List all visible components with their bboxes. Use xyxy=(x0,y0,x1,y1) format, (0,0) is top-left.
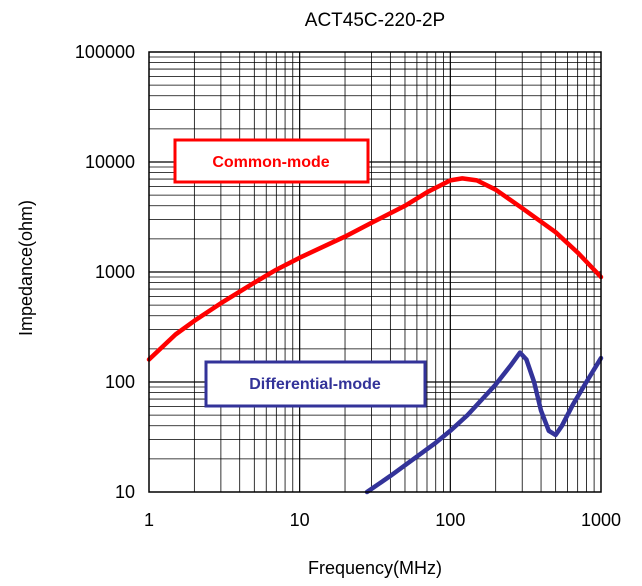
differential-mode-box xyxy=(204,360,427,408)
series-layer xyxy=(146,176,604,495)
plot-frame xyxy=(148,51,602,493)
y-tick-label: 100 xyxy=(105,372,135,392)
x-tick-label: 1 xyxy=(144,510,154,530)
x-tick-label: 100 xyxy=(435,510,465,530)
tick-labels: 1 10 100 1000 10 100 1000 10000 100000 xyxy=(75,42,621,530)
x-tick-label: 1000 xyxy=(581,510,621,530)
x-axis-label: Frequency(MHz) xyxy=(308,558,442,578)
common-mode-annotation: Common-mode xyxy=(173,138,370,184)
y-tick-label: 10 xyxy=(115,482,135,502)
common-mode-label: Common-mode xyxy=(212,154,329,171)
common-mode-line xyxy=(146,176,604,362)
y-tick-label: 100000 xyxy=(75,42,135,62)
common-mode-box xyxy=(173,138,370,184)
differential-mode-annotation: Differential-mode xyxy=(204,360,427,408)
differential-mode-label: Differential-mode xyxy=(249,376,381,393)
y-tick-label: 10000 xyxy=(85,152,135,172)
x-tick-label: 10 xyxy=(290,510,310,530)
differential-mode-line xyxy=(364,350,604,495)
y-axis-label: Impedance(ohm) xyxy=(16,200,36,336)
chart-title: ACT45C-220-2P xyxy=(305,10,445,31)
y-tick-label: 1000 xyxy=(95,262,135,282)
